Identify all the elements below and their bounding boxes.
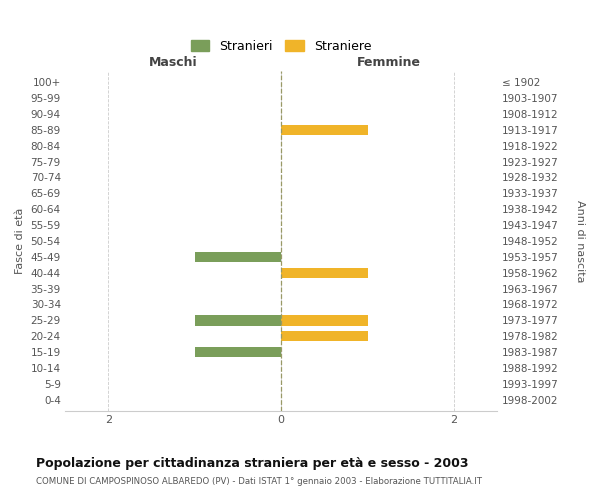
Y-axis label: Anni di nascita: Anni di nascita (575, 200, 585, 282)
Bar (281, 315, 368, 326)
Legend: Stranieri, Straniere: Stranieri, Straniere (191, 40, 371, 53)
Bar (281, 331, 368, 342)
Bar (195, 347, 281, 358)
Text: COMUNE DI CAMPOSPINOSO ALBAREDO (PV) - Dati ISTAT 1° gennaio 2003 - Elaborazione: COMUNE DI CAMPOSPINOSO ALBAREDO (PV) - D… (36, 478, 482, 486)
Bar (281, 124, 368, 135)
Text: Popolazione per cittadinanza straniera per età e sesso - 2003: Popolazione per cittadinanza straniera p… (36, 458, 469, 470)
Text: Femmine: Femmine (358, 56, 421, 68)
Bar (195, 252, 281, 262)
Y-axis label: Fasce di età: Fasce di età (15, 208, 25, 274)
Text: Maschi: Maschi (149, 56, 197, 68)
Bar (195, 315, 281, 326)
Bar (281, 268, 368, 278)
